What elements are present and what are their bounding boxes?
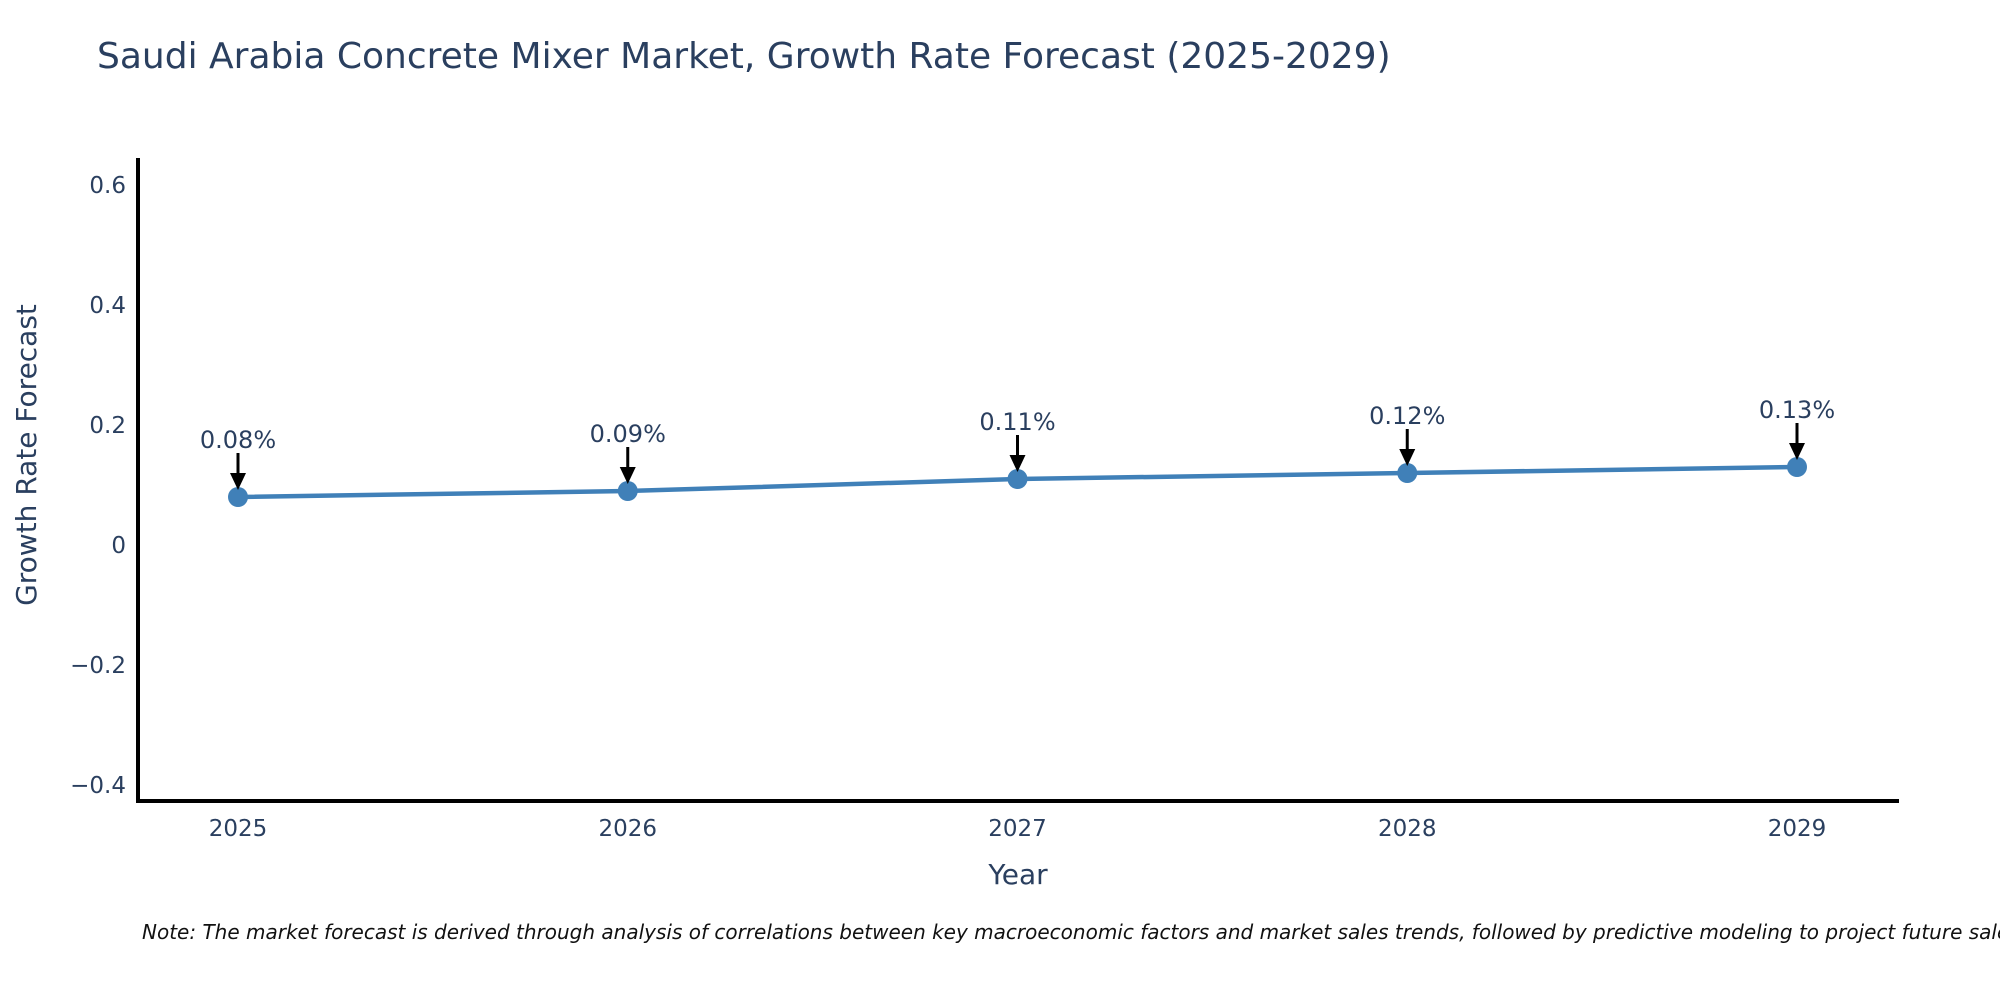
x-tick-label: 2028 (1378, 816, 1437, 842)
data-point-marker (1397, 463, 1418, 483)
y-tick-label: 0 (111, 533, 126, 559)
annotation-label: 0.12% (1369, 402, 1445, 430)
annotation-label: 0.08% (200, 426, 276, 454)
x-tick-label: 2029 (1768, 816, 1827, 842)
footnote: Note: The market forecast is derived thr… (142, 920, 2000, 944)
chart-title: Saudi Arabia Concrete Mixer Market, Grow… (97, 36, 1391, 77)
data-point-marker (617, 481, 638, 501)
annotation-label: 0.11% (979, 408, 1055, 436)
y-tick-label: 0.4 (89, 293, 126, 319)
annotation-arrowhead (230, 473, 246, 490)
annotation-label: 0.13% (1759, 396, 1835, 424)
annotation-arrowhead (619, 467, 636, 484)
annotation-arrowhead (1789, 443, 1805, 460)
x-tick-label: 2027 (988, 816, 1047, 842)
data-point-marker (1007, 469, 1028, 489)
x-tick-label: 2026 (598, 816, 657, 842)
annotation-arrowhead (1009, 455, 1026, 472)
y-tick-label: 0.2 (89, 413, 126, 439)
data-point-marker (1787, 457, 1807, 477)
x-axis-title: Year (988, 858, 1048, 891)
y-tick-label: −0.2 (70, 653, 126, 679)
data-point-marker (228, 487, 248, 507)
annotation-label: 0.09% (590, 420, 666, 448)
y-tick-label: 0.6 (89, 173, 126, 199)
annotation-arrowhead (1399, 449, 1416, 466)
y-tick-label: −0.4 (70, 773, 126, 799)
x-tick-label: 2025 (209, 816, 268, 842)
